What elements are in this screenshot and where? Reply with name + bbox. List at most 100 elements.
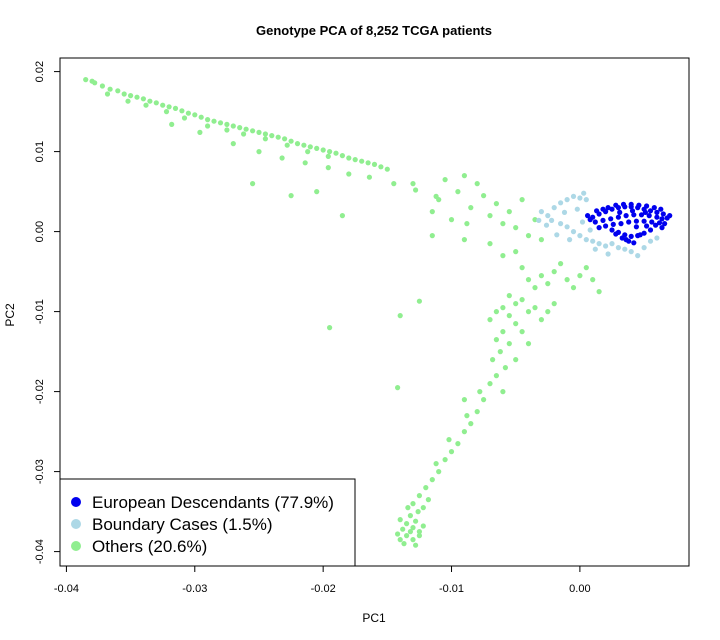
other-point: [391, 181, 397, 187]
other-point: [262, 136, 268, 142]
other-point: [525, 309, 532, 315]
other-point: [256, 129, 262, 135]
y-tick-label: -0.04: [34, 539, 46, 564]
other-point: [513, 357, 519, 363]
boundary-case-point: [615, 245, 622, 251]
plot-frame: [59, 57, 690, 567]
european-descendant-point: [644, 203, 650, 209]
other-point: [461, 173, 467, 179]
european-descendant-point: [653, 222, 659, 228]
other-point: [397, 313, 403, 319]
european-descendant-point: [623, 213, 629, 219]
boundary-case-point: [577, 195, 583, 201]
boundary-case-point: [536, 217, 542, 223]
other-point: [500, 221, 506, 227]
other-point: [205, 117, 211, 123]
legend-box: [59, 478, 356, 567]
x-axis-ticks: -0.04 -0.03 -0.02 -0.01 0.00: [54, 566, 591, 595]
other-point: [487, 213, 493, 219]
other-point: [519, 297, 525, 303]
other-point: [442, 457, 448, 463]
other-point: [365, 160, 371, 166]
other-point: [570, 285, 577, 291]
legend-label-european: European Descendants (77.9%): [92, 493, 334, 512]
other-point: [224, 121, 230, 127]
other-point: [346, 155, 352, 161]
other-point: [327, 149, 333, 155]
other-point: [352, 157, 358, 163]
other-point: [423, 485, 429, 491]
boundary-case-point: [558, 221, 564, 227]
other-point: [83, 77, 89, 83]
other-point: [455, 441, 461, 447]
european-descendant-point: [662, 221, 668, 227]
boundary-case-point: [635, 253, 641, 259]
boundary-case-point: [622, 246, 628, 252]
other-point: [153, 100, 159, 106]
y-axis-label: PC2: [3, 303, 17, 327]
y-tick-label: -0.02: [34, 379, 46, 404]
other-point: [455, 189, 461, 195]
other-point: [513, 249, 519, 255]
other-point: [487, 241, 493, 247]
other-point: [134, 94, 140, 100]
other-point: [320, 147, 326, 153]
other-point: [420, 523, 426, 529]
y-tick-label: 0.02: [34, 61, 46, 82]
other-point: [192, 112, 198, 118]
european-descendant-point: [667, 213, 673, 219]
other-point: [288, 138, 294, 144]
boundary-case-point: [577, 233, 583, 239]
other-point: [121, 91, 127, 97]
other-point: [230, 123, 236, 129]
boundary-case-point: [574, 206, 580, 212]
other-point: [163, 109, 170, 115]
other-point: [513, 301, 519, 307]
other-point: [493, 373, 499, 379]
other-point: [282, 136, 288, 142]
european-descendant-point: [654, 214, 660, 220]
other-point: [179, 108, 185, 114]
european-descendant-point: [628, 201, 634, 207]
other-point: [474, 409, 480, 415]
boundary-case-point: [603, 243, 609, 249]
legend-marker-boundary: [71, 519, 81, 529]
other-point: [416, 493, 422, 499]
legend-marker-european: [71, 497, 81, 507]
other-point: [596, 289, 602, 295]
european-descendant-point: [623, 237, 629, 243]
other-point: [442, 177, 448, 183]
european-descendant-point: [609, 227, 615, 233]
european-descendant-point: [596, 225, 602, 231]
other-point: [497, 349, 503, 355]
other-point: [294, 141, 301, 147]
boundary-case-point: [570, 193, 577, 199]
european-descendant-point: [600, 206, 606, 212]
boundary-case-point: [564, 197, 570, 203]
european-descendant-point: [633, 218, 640, 224]
boundary-case-point: [583, 237, 589, 243]
european-descendant-point: [647, 227, 654, 233]
european-descendant-point: [585, 213, 591, 219]
other-point: [92, 80, 98, 86]
other-point: [532, 285, 538, 291]
boundary-case-point: [567, 237, 573, 243]
european-descendant-point: [587, 217, 593, 223]
other-point: [307, 144, 313, 150]
european-descendant-point: [638, 212, 645, 218]
other-point: [305, 149, 311, 155]
european-descendant-point: [610, 221, 616, 227]
other-point: [448, 449, 455, 455]
other-point: [397, 537, 403, 543]
other-point: [128, 93, 134, 99]
other-point: [493, 309, 499, 315]
other-point: [500, 253, 506, 259]
chart-title: Genotype PCA of 8,252 TCGA patients: [256, 23, 492, 38]
other-point: [405, 505, 411, 511]
boundary-case-point: [549, 217, 555, 223]
other-point: [410, 181, 416, 187]
legend-label-boundary: Boundary Cases (1.5%): [92, 515, 272, 534]
boundary-case-point: [590, 238, 596, 244]
other-point: [513, 321, 519, 327]
